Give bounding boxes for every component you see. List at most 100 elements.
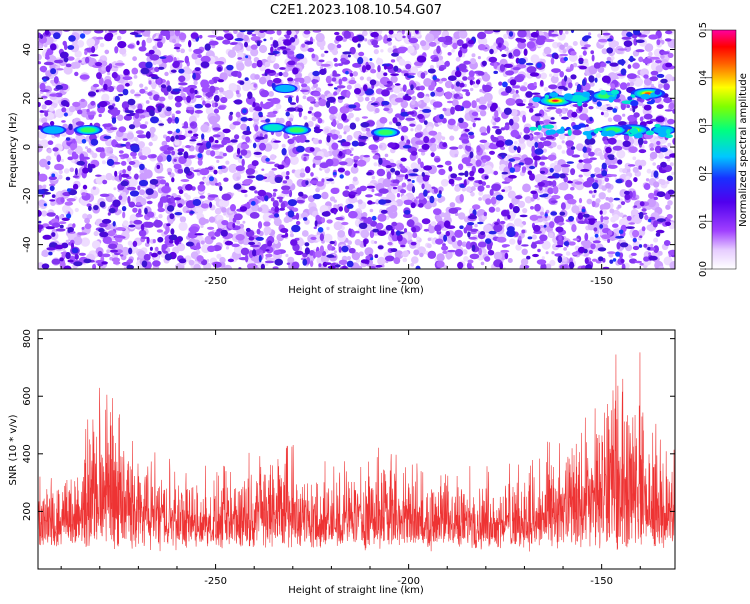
heatmap-cell: [640, 201, 645, 206]
heatmap-cell: [387, 81, 391, 84]
heatmap-cell: [414, 107, 418, 109]
heatmap-cell: [37, 61, 41, 64]
heatmap-cell: [544, 115, 549, 120]
heatmap-cell: [469, 171, 474, 177]
heatmap-cell: [312, 79, 317, 84]
heatmap-cell: [554, 253, 562, 256]
heatmap-cell: [36, 224, 44, 229]
heatmap-cell: [472, 204, 480, 209]
heatmap-cell: [648, 252, 651, 255]
heatmap-cell: [649, 76, 658, 81]
heatmap-cell: [218, 166, 223, 169]
heatmap-cell: [189, 226, 199, 233]
heatmap-cell: [523, 134, 530, 139]
heatmap-cell: [239, 81, 244, 85]
heatmap-cell: [153, 239, 156, 243]
heatmap-cell: [515, 195, 522, 199]
heatmap-cell: [119, 28, 126, 34]
heatmap-cell: [254, 190, 258, 193]
heatmap-cell: [365, 97, 370, 102]
heatmap-cell: [448, 75, 457, 81]
heatmap-cell: [571, 205, 579, 213]
heatmap-cell: [299, 242, 303, 246]
heatmap-cell: [484, 256, 490, 262]
heatmap-cell: [349, 192, 357, 195]
heatmap-cell: [436, 261, 444, 268]
heatmap-cell: [400, 245, 406, 248]
heatmap-cell: [171, 151, 175, 156]
heatmap-cell: [489, 231, 497, 235]
heatmap-cell: [518, 58, 526, 64]
heatmap-cell: [186, 107, 194, 110]
heatmap-cell: [208, 35, 217, 38]
heatmap-cell: [303, 76, 311, 84]
heatmap-cell: [413, 169, 419, 173]
heatmap-cell: [646, 178, 649, 181]
heatmap-cell: [667, 176, 673, 182]
heatmap-cell: [215, 61, 225, 65]
heatmap-cell: [544, 39, 554, 42]
heatmap-cell: [359, 136, 368, 140]
heatmap-cell: [665, 222, 671, 226]
heatmap-cell: [564, 57, 568, 61]
heatmap-cell: [430, 138, 436, 143]
heatmap-cell: [174, 197, 181, 200]
heatmap-cell: [494, 110, 498, 118]
heatmap-cell: [80, 74, 90, 79]
heatmap-cell: [110, 249, 118, 252]
heatmap-cell: [448, 119, 456, 126]
heatmap-cell: [96, 37, 104, 40]
heatmap-cell: [476, 160, 482, 167]
heatmap-cell: [240, 206, 247, 212]
heatmap-cell: [158, 214, 162, 218]
heatmap-cell: [532, 254, 539, 257]
heatmap-cell: [613, 146, 623, 151]
heatmap-cell: [607, 38, 613, 41]
heatmap-cell: [488, 250, 495, 256]
heatmap-cell: [631, 253, 637, 256]
heatmap-cell: [579, 175, 583, 178]
heatmap-cell: [335, 264, 341, 267]
heatmap-cell: [422, 144, 430, 150]
heatmap-cell: [335, 217, 343, 220]
heatmap-cell: [237, 57, 242, 60]
heatmap-cell: [195, 67, 201, 71]
heatmap-cell: [163, 150, 171, 154]
heatmap-cell: [565, 31, 569, 35]
heatmap-cell: [205, 92, 213, 97]
heatmap-cell: [340, 58, 346, 62]
heatmap-cell: [469, 70, 475, 77]
heatmap-cell: [57, 68, 64, 70]
heatmap-cell: [128, 44, 135, 48]
heatmap-cell: [584, 44, 591, 47]
heatmap-cell: [621, 201, 625, 205]
heatmap-cell: [650, 152, 658, 160]
heatmap-cell: [657, 218, 666, 222]
heatmap-cell: [88, 206, 92, 211]
heatmap-cell: [588, 218, 597, 221]
heatmap-cell: [476, 145, 480, 152]
heatmap-cell: [226, 246, 229, 249]
heatmap-cell: [107, 72, 110, 75]
heatmap-cell: [540, 171, 545, 174]
heatmap-cell: [273, 250, 281, 255]
heatmap-cell: [377, 169, 386, 177]
heatmap-cell: [668, 250, 677, 256]
heatmap-cell: [551, 251, 554, 254]
heatmap-cell: [503, 34, 508, 39]
heatmap-cell: [184, 167, 190, 174]
heatmap-cell: [273, 189, 278, 192]
heatmap-cell: [592, 195, 595, 198]
heatmap-cell: [341, 113, 347, 120]
heatmap-cell: [296, 95, 299, 103]
heatmap-cell: [400, 189, 406, 193]
heatmap-cell: [508, 175, 517, 179]
heatmap-cell: [509, 119, 514, 126]
heatmap-cell: [393, 187, 397, 189]
heatmap-cell: [498, 82, 502, 86]
heatmap-cell: [319, 60, 325, 63]
heatmap-cell: [146, 131, 151, 139]
heatmap-cell: [175, 102, 182, 108]
heatmap-cell: [633, 177, 637, 182]
heatmap-cell: [96, 90, 99, 93]
